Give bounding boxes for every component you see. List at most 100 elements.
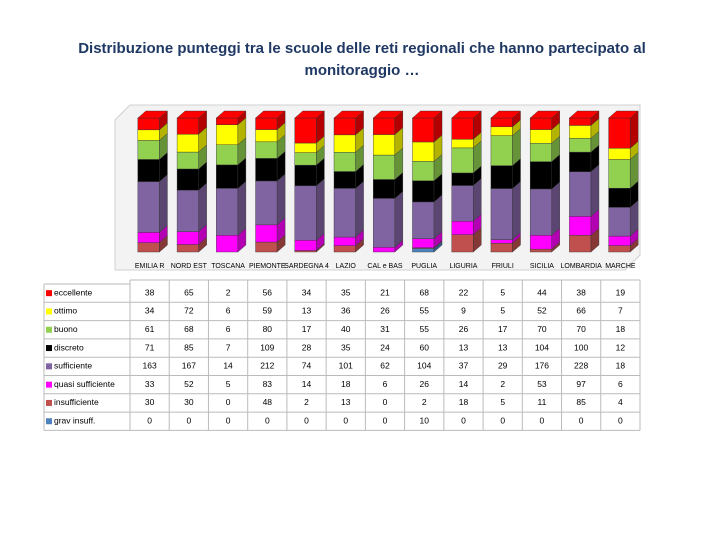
table-value: 14 [223,361,233,371]
table-value: 48 [263,397,273,407]
bar-segment [373,247,396,253]
bar-segment [412,248,435,253]
table-value: 104 [535,342,549,352]
table-value: 212 [260,361,274,371]
bar-side [355,180,364,238]
bar-segment [333,236,356,246]
table-value: 176 [535,361,549,371]
table-value: 0 [383,397,388,407]
bar-segment [451,147,474,174]
bar-top [333,110,365,119]
bar-segment [373,179,396,199]
table-value: 34 [145,306,155,316]
legend-swatch [46,290,52,297]
x-tick-label: FRIULI [492,263,514,270]
table-value: 2 [500,379,505,389]
bar-segment [333,171,356,189]
bar-segment [333,117,356,136]
table-value: 83 [263,379,273,389]
bar-segment [137,140,160,160]
table-value: 0 [226,416,231,426]
bar-segment [608,235,631,246]
table-value: 0 [147,416,152,426]
table-value: 29 [498,361,508,371]
bar-side [512,181,521,241]
bar-top [215,110,247,119]
bar-side [551,181,560,236]
table-value: 18 [616,361,626,371]
table-value: 80 [263,324,273,334]
bar-segment [294,185,317,241]
table-value: 60 [419,342,429,352]
legend-label: discreto [54,342,84,352]
bar-top [608,110,639,119]
x-tick-label: SICILIA [530,263,554,270]
bar-segment [451,234,474,253]
table-value: 6 [226,324,231,334]
table-value: 6 [618,379,623,389]
table-value: 52 [184,379,194,389]
bar-segment [451,117,474,140]
bar-segment [255,141,278,159]
bar-segment [608,207,631,237]
table-value: 31 [380,324,390,334]
table-value: 12 [616,342,626,352]
bar-segment [608,245,631,253]
bar-segment [608,148,631,160]
bar-segment [490,242,513,253]
bar-side [473,178,482,222]
bar-segment [412,201,435,239]
table-value: 14 [459,379,469,389]
table-value: 5 [500,397,505,407]
bar-segment [373,134,396,156]
table-value: 62 [380,361,390,371]
legend-label: buono [54,324,78,334]
table-value: 71 [145,342,155,352]
bar-segment [333,188,356,238]
table-value: 44 [537,287,547,297]
x-tick-label: CAL e BAS [367,263,402,270]
table-value: 14 [302,379,312,389]
table-value: 38 [145,287,155,297]
table-value: 68 [419,287,429,297]
bar-segment [294,152,317,166]
table-value: 55 [419,324,429,334]
table-value: 104 [417,361,431,371]
table-value: 0 [618,416,623,426]
table-value: 22 [459,287,469,297]
table-value: 10 [419,416,429,426]
bar-segment [529,234,552,250]
bar-segment [176,244,199,253]
bar-segment [608,187,631,208]
table-value: 5 [226,379,231,389]
bar-segment [176,133,199,153]
table-value: 70 [537,324,547,334]
table-value: 35 [341,287,351,297]
table-value: 56 [263,287,273,297]
bar-segment [569,235,592,253]
table-value: 5 [500,287,505,297]
bar-segment [137,242,160,253]
bar-segment [216,124,239,145]
table-value: 18 [616,324,626,334]
table-value: 97 [576,379,586,389]
table-value: 11 [538,397,547,407]
bar-segment [529,248,552,253]
table-value: 28 [302,342,312,352]
bar-segment [373,154,396,180]
bar-segment [216,117,239,125]
table-value: 18 [459,397,469,407]
bar-segment [137,159,160,182]
bar-segment [333,245,356,253]
table-value: 0 [226,397,231,407]
table-value: 9 [461,306,466,316]
table-value: 109 [260,342,274,352]
table-value: 0 [540,416,545,426]
bar-segment [451,139,474,149]
bar-side [590,164,600,217]
legend-swatch [46,308,52,315]
table-value: 101 [339,361,353,371]
bar-segment [373,117,396,135]
x-tick-label: LAZIO [336,263,357,270]
